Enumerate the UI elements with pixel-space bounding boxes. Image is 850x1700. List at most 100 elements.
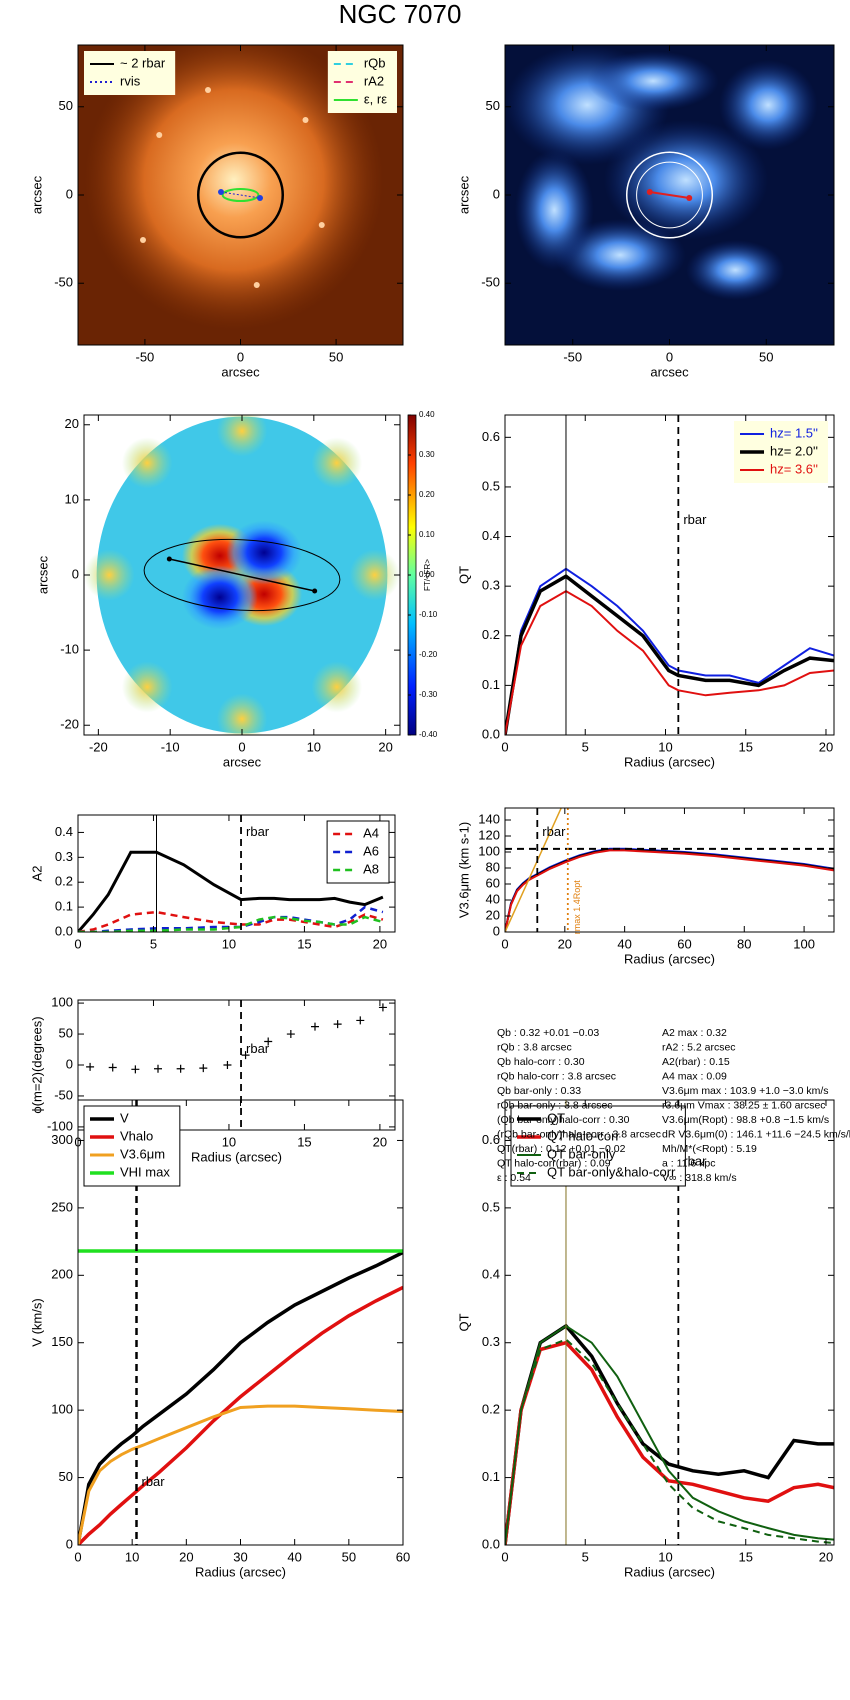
y-axis-label: V3.6μm (km s-1)	[456, 822, 471, 918]
point	[86, 1062, 95, 1071]
legend: hz= 1.5'' hz= 2.0'' hz= 3.6''	[734, 421, 828, 483]
plot-area	[86, 1000, 387, 1130]
x-axis-label: Radius (arcsec)	[195, 1564, 286, 1579]
x-axis-label: arcsec	[221, 364, 260, 379]
point	[356, 1016, 365, 1025]
series-line	[505, 849, 834, 932]
legend-label: QT halo-corr	[547, 1128, 620, 1143]
plot-area	[78, 815, 384, 932]
legend-label: ~ 2 rbar	[120, 55, 166, 70]
y-tick-label: 60	[486, 875, 500, 890]
parameter: rQb : 3.8 arcsec	[497, 1041, 572, 1053]
x-tick-label: 50	[342, 1549, 356, 1564]
parameter: Qb : 0.32 +0.01 −0.03	[497, 1027, 599, 1039]
point	[378, 1003, 387, 1012]
x-tick-label: 10	[125, 1549, 139, 1564]
legend-box	[84, 51, 176, 95]
map-patch	[121, 661, 173, 713]
panel: -50 0 50 -50 0 50 arcsec arcsec	[456, 44, 835, 379]
y-tick-label: 300	[51, 1132, 73, 1147]
colorbar-tick-label: -0.10	[419, 610, 438, 619]
map-patch	[84, 549, 135, 601]
x-tick-label: 20	[179, 1549, 193, 1564]
point	[241, 1051, 250, 1060]
x-axis-label: Radius (arcsec)	[624, 1564, 715, 1579]
series-line	[505, 848, 834, 932]
bar-axis	[220, 191, 261, 199]
map-lobe	[226, 520, 303, 585]
map-patch	[121, 437, 173, 489]
x-tick-label: 20	[819, 1549, 833, 1564]
legend: A4 A6 A8	[326, 820, 390, 884]
series-line	[78, 1250, 403, 1545]
inner-circle	[636, 161, 703, 229]
series-line	[78, 915, 384, 932]
colorbar-tick-label: 0.40	[419, 410, 435, 419]
reference-label: rbar	[683, 1154, 707, 1169]
y-tick-label: 20	[486, 907, 500, 922]
x-tick-label: 5	[150, 936, 157, 951]
x-tick-label: -20	[89, 739, 108, 754]
bar-axis	[169, 558, 315, 592]
x-tick-label: 0	[501, 936, 508, 951]
x-tick-label: 20	[378, 739, 392, 754]
legend: ~ 2 rbar rvis	[84, 51, 176, 95]
point	[108, 1063, 117, 1072]
y-tick-label: 0.1	[482, 677, 500, 692]
reference-label: rbar	[683, 512, 707, 527]
series-line	[505, 808, 562, 932]
parameter: V∞ : 318.8 km/s	[662, 1172, 737, 1184]
parameter: rQb halo-corr : 3.8 arcsec	[497, 1070, 616, 1082]
y-tick-label: 0	[72, 566, 79, 581]
series-line	[505, 1340, 834, 1545]
panel: rbar 0 5 10 15 20 0.0 0.1 0.2 0.3 0.4 0.5 0.6 Radius …	[456, 1099, 835, 1579]
parameter: V3.6μm(Ropt) : 98.8 +0.8 −1.5 km/s	[662, 1114, 829, 1126]
legend-label: hz= 3.6''	[770, 461, 818, 476]
panel: 0.40 0.30 0.20 0.10 0.00 -0.10 -0.20 -0.30 -0.40…	[35, 410, 438, 769]
y-axis-label: QT	[456, 1313, 471, 1331]
bar-end	[257, 195, 263, 201]
parameter: QT(rbar) : 0.12 +0.01 −0.02	[497, 1143, 626, 1155]
x-tick-label: 0	[666, 349, 673, 364]
legend-label: A8	[363, 861, 379, 876]
y-tick-label: 0.5	[482, 478, 500, 493]
y-tick-label: -50	[481, 275, 500, 290]
point	[199, 1064, 208, 1073]
y-tick-label: 80	[486, 859, 500, 874]
map-patch	[311, 437, 363, 489]
x-tick-label: -50	[136, 349, 155, 364]
series-line	[505, 1338, 834, 1545]
y-tick-label: 0.4	[55, 824, 73, 839]
x-tick-label: 10	[222, 1134, 236, 1149]
reference-label: rbar	[246, 1041, 270, 1056]
bar-circle	[197, 151, 284, 239]
panel: rbar 0 10 20 30 40 50 60 0 50 100 150 200 250 300 Radiu…	[29, 1099, 410, 1579]
y-tick-label: 120	[478, 827, 500, 842]
series-line	[78, 850, 384, 932]
panel: rbar 0 5 10 15 20 0.0 0.1 0.2 0.3 0.4 A2 A4 A6 A8	[29, 814, 396, 951]
legend-label: rvis	[120, 73, 141, 88]
legend-label: Vhalo	[120, 1128, 153, 1143]
x-tick-label: 20	[373, 936, 387, 951]
x-tick-label: 40	[617, 936, 631, 951]
plot-frame	[504, 414, 835, 736]
y-tick-label: 0	[66, 186, 73, 201]
colorbar-tick-label: -0.20	[419, 650, 438, 659]
y-axis-label: V (km/s)	[29, 1298, 44, 1346]
y-axis-label: arcsec	[29, 175, 44, 214]
y-tick-label: -100	[47, 1118, 73, 1133]
x-tick-label: 20	[558, 936, 572, 951]
parameter: r3.6μm Vmax : 38.25 ± 1.60 arcsec	[662, 1099, 826, 1111]
plot-area	[505, 45, 834, 345]
x-axis-label: arcsec	[650, 364, 689, 379]
y-tick-label: 0.0	[55, 923, 73, 938]
legend-label: ε, rε	[364, 91, 387, 106]
x-tick-label: 15	[738, 1549, 752, 1564]
x-tick-label: 10	[222, 936, 236, 951]
legend-label: A6	[363, 843, 379, 858]
x-tick-label: 0	[501, 1549, 508, 1564]
y-tick-label: 0	[66, 1536, 73, 1551]
x-tick-label: 50	[329, 349, 343, 364]
bar-axis	[649, 191, 690, 199]
